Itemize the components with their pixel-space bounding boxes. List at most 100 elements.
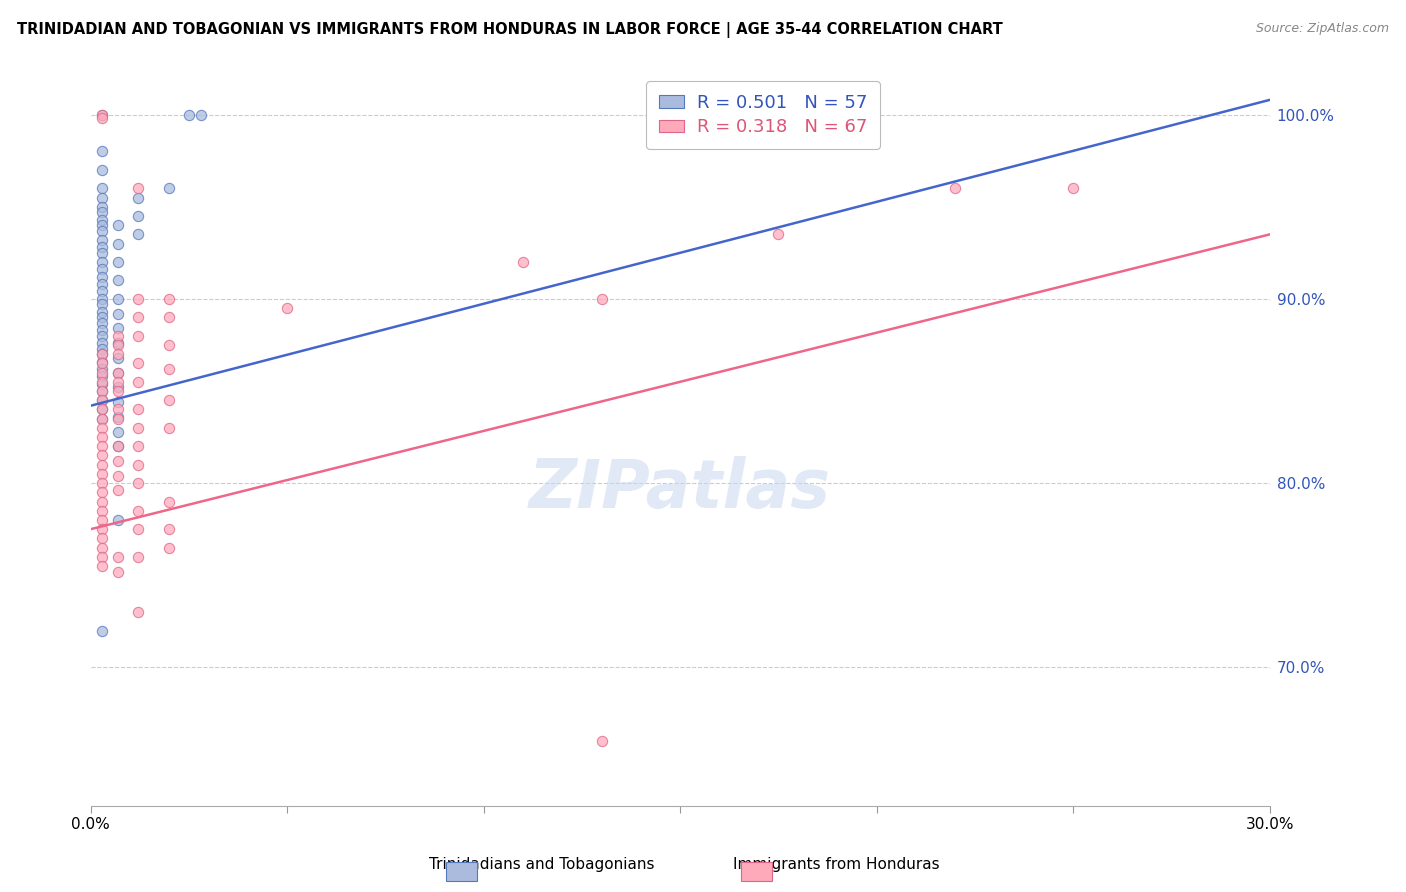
Point [91, 549, 114, 564]
Point [107, 411, 129, 425]
Point [107, 218, 129, 232]
Point [91, 190, 114, 204]
Point [107, 292, 129, 306]
Point [91, 323, 114, 337]
Point [91, 245, 114, 260]
Point [91, 218, 114, 232]
Point [177, 107, 200, 121]
Point [91, 513, 114, 527]
Text: ZIPatlas: ZIPatlas [529, 456, 831, 522]
Point [107, 483, 129, 498]
Point [127, 439, 149, 453]
Point [107, 425, 129, 439]
Point [107, 273, 129, 287]
Point [107, 380, 129, 394]
Point [91, 384, 114, 398]
Point [91, 310, 114, 325]
Point [107, 454, 129, 468]
Point [91, 411, 114, 425]
Point [157, 393, 180, 408]
Point [107, 328, 129, 343]
Point [91, 356, 114, 370]
Point [107, 439, 129, 453]
Point [91, 107, 114, 121]
Point [107, 347, 129, 361]
Point [768, 227, 790, 242]
Point [157, 421, 180, 435]
Point [91, 200, 114, 214]
Point [107, 321, 129, 335]
Point [107, 255, 129, 269]
Point [107, 439, 129, 453]
Point [91, 328, 114, 343]
Point [91, 354, 114, 368]
Point [91, 297, 114, 311]
Point [91, 347, 114, 361]
Point [1062, 181, 1084, 195]
Point [91, 255, 114, 269]
Point [91, 522, 114, 536]
Point [91, 375, 114, 389]
Point [91, 485, 114, 500]
Point [591, 292, 613, 306]
Legend: R = 0.501   N = 57, R = 0.318   N = 67: R = 0.501 N = 57, R = 0.318 N = 67 [645, 81, 880, 149]
Point [91, 181, 114, 195]
Point [91, 411, 114, 425]
Point [91, 366, 114, 380]
Point [91, 559, 114, 574]
Point [107, 338, 129, 352]
Point [91, 458, 114, 472]
Point [91, 532, 114, 546]
Point [107, 307, 129, 321]
Point [91, 402, 114, 417]
Point [91, 269, 114, 284]
Point [91, 449, 114, 463]
Point [91, 212, 114, 227]
Point [127, 181, 149, 195]
Text: Source: ZipAtlas.com: Source: ZipAtlas.com [1256, 22, 1389, 36]
Point [91, 145, 114, 159]
Point [91, 233, 114, 247]
Point [943, 181, 966, 195]
Point [91, 541, 114, 555]
Point [157, 522, 180, 536]
Point [91, 402, 114, 417]
Point [91, 107, 114, 121]
Point [127, 549, 149, 564]
Point [157, 181, 180, 195]
Point [91, 292, 114, 306]
Point [91, 262, 114, 277]
Point [127, 310, 149, 325]
Text: TRINIDADIAN AND TOBAGONIAN VS IMMIGRANTS FROM HONDURAS IN LABOR FORCE | AGE 35-4: TRINIDADIAN AND TOBAGONIAN VS IMMIGRANTS… [17, 22, 1002, 38]
Point [157, 541, 180, 555]
Point [91, 393, 114, 408]
Point [91, 205, 114, 219]
Point [127, 227, 149, 242]
Point [91, 162, 114, 177]
Point [127, 504, 149, 518]
Point [107, 513, 129, 527]
Point [91, 336, 114, 351]
Point [91, 421, 114, 435]
Point [127, 522, 149, 536]
Point [127, 375, 149, 389]
Point [157, 338, 180, 352]
Point [91, 376, 114, 391]
Point [127, 458, 149, 472]
Point [107, 409, 129, 424]
Point [91, 112, 114, 126]
Point [127, 190, 149, 204]
Point [127, 328, 149, 343]
Point [91, 504, 114, 518]
Point [157, 310, 180, 325]
Point [127, 476, 149, 491]
Point [107, 336, 129, 351]
Point [91, 316, 114, 330]
Point [91, 285, 114, 299]
Point [107, 366, 129, 380]
Point [157, 292, 180, 306]
Point [107, 468, 129, 483]
Point [91, 240, 114, 254]
Point [107, 236, 129, 251]
Point [91, 277, 114, 292]
